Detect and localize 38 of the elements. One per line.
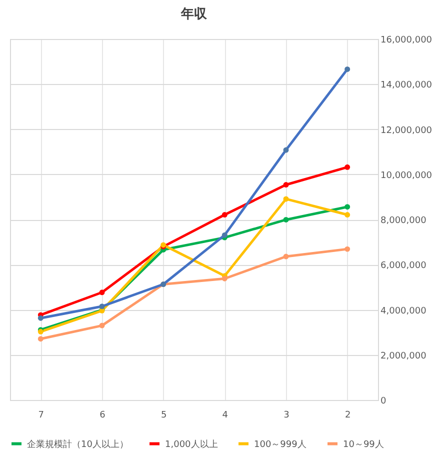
point [283, 182, 289, 188]
x-tick-label: 2 [344, 410, 351, 420]
x-tick-label: 5 [160, 410, 167, 420]
y-tick-label: 6,000,000 [380, 261, 427, 272]
point [38, 336, 44, 342]
x-tick-label: 3 [284, 410, 290, 420]
point [99, 304, 105, 310]
legend-label: 1,000人以上 [165, 438, 218, 450]
point [283, 254, 289, 260]
point [344, 204, 350, 210]
y-tick-label: 16,000,000 [380, 36, 432, 46]
point [99, 322, 105, 328]
point [283, 147, 289, 153]
point [222, 212, 228, 218]
point [344, 66, 350, 72]
y-tick-label: 14,000,000 [380, 80, 432, 91]
x-tick-label: 6 [100, 410, 106, 420]
point [283, 216, 289, 222]
point [344, 212, 350, 218]
point [222, 276, 228, 282]
x-tick-label: 7 [38, 410, 44, 420]
y-tick-label: 8,000,000 [380, 216, 427, 226]
point [38, 315, 44, 321]
legend-label: 100～999人 [254, 438, 306, 450]
legend-label: 10～99人 [343, 438, 384, 450]
y-tick-label: 10,000,000 [380, 170, 432, 181]
legend-label: 企業規模計（10人以上） [27, 438, 128, 450]
point [344, 246, 350, 252]
x-tick-label: 4 [222, 410, 228, 420]
chart-title: 年収 [180, 7, 208, 22]
point [344, 164, 350, 170]
y-tick-label: 12,000,000 [380, 126, 432, 136]
y-tick-label: 0 [380, 396, 386, 406]
point [99, 290, 105, 296]
point [283, 196, 289, 202]
point [222, 232, 228, 238]
y-tick-label: 4,000,000 [380, 306, 427, 316]
y-tick-label: 2,000,000 [380, 351, 427, 362]
